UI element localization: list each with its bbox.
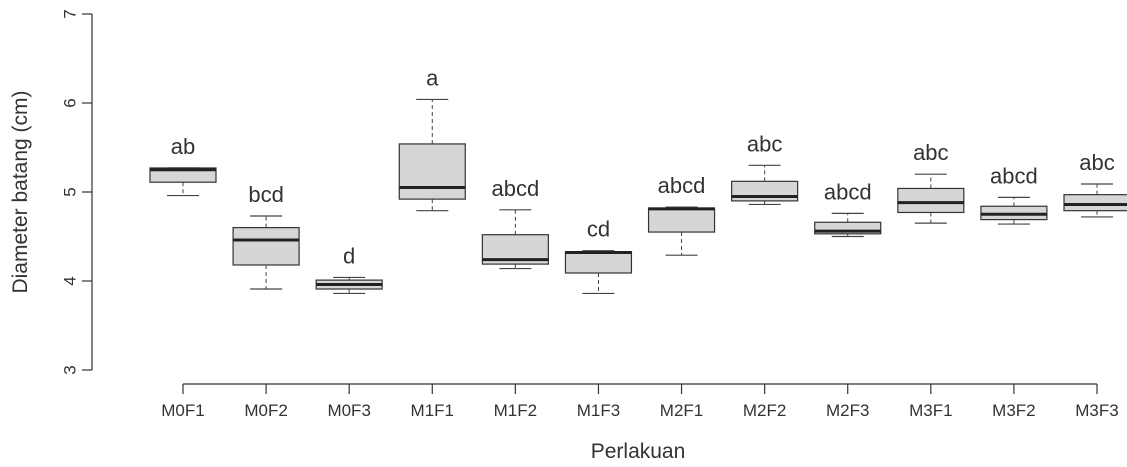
y-tick-label: 3 (61, 365, 80, 374)
box-group-m3f2: abcd (980, 163, 1048, 225)
box-group-m1f1: a (398, 65, 466, 212)
significance-letter: bcd (248, 182, 283, 207)
iqr-box (731, 180, 799, 202)
x-tick-label: M2F3 (826, 401, 869, 420)
iqr-box (564, 251, 633, 274)
x-tick-label: M2F2 (743, 401, 786, 420)
box-group-m1f3: cd (564, 217, 633, 295)
box-group-m2f2: abc (731, 131, 799, 206)
x-tick-label: M1F3 (577, 401, 620, 420)
y-axis-title: Diameter batang (cm) (9, 90, 32, 293)
iqr-box (647, 207, 716, 233)
box-group-m0f2: bcd (232, 182, 300, 290)
iqr-box (814, 221, 882, 235)
iqr-box (149, 167, 217, 183)
x-tick-label: M3F3 (1075, 401, 1118, 420)
x-tick-label: M2F1 (660, 401, 703, 420)
y-tick-label: 7 (61, 9, 80, 18)
box-group-m1f2: abcd (481, 176, 549, 270)
significance-letter: d (343, 243, 355, 268)
y-axis: 3 4 5 6 7 (61, 9, 93, 375)
significance-letter: abc (913, 140, 948, 165)
y-tick-label: 6 (61, 98, 80, 107)
iqr-box (897, 187, 965, 214)
significance-letter: a (426, 65, 439, 90)
significance-letter: ab (171, 134, 195, 159)
significance-letter: abc (747, 131, 782, 156)
box-group-m0f3: d (315, 243, 383, 295)
x-tick-label: M1F2 (494, 401, 537, 420)
x-tick-label: M0F3 (327, 401, 370, 420)
significance-letter: abcd (990, 163, 1038, 188)
x-tick-label: M0F2 (244, 401, 287, 420)
x-tick-label: M3F2 (992, 401, 1035, 420)
iqr-box (398, 143, 466, 200)
x-tick-label: M3F1 (909, 401, 952, 420)
box-group-m2f3: abcd (814, 179, 882, 238)
box-group-m3f1: abc (897, 140, 965, 224)
significance-letter: cd (587, 217, 610, 242)
significance-letter: abcd (492, 176, 540, 201)
significance-letter: abc (1079, 150, 1114, 175)
box-group-m0f1: ab (149, 134, 217, 197)
box-group-m2f1: abcd (647, 173, 716, 256)
significance-letter: abcd (658, 173, 706, 198)
iqr-box (232, 227, 300, 266)
significance-letter: abcd (824, 179, 872, 204)
iqr-box (1063, 194, 1127, 212)
x-tick-label: M0F1 (161, 401, 204, 420)
x-tick-label: M1F1 (411, 401, 454, 420)
box-group-m3f3: abc (1063, 150, 1127, 218)
y-tick-label: 4 (61, 276, 80, 285)
plot-area: ab bcd d a abcd cd abcd abc abcd abc abcd abc (149, 65, 1127, 295)
x-axis: M0F1 M0F2 M0F3 M1F1 M1F2 M1F3 M2F1 M2F2 M2F3 M3F1… (161, 383, 1119, 420)
y-tick-label: 5 (61, 187, 80, 196)
x-axis-title: Perlakuan (591, 440, 686, 463)
